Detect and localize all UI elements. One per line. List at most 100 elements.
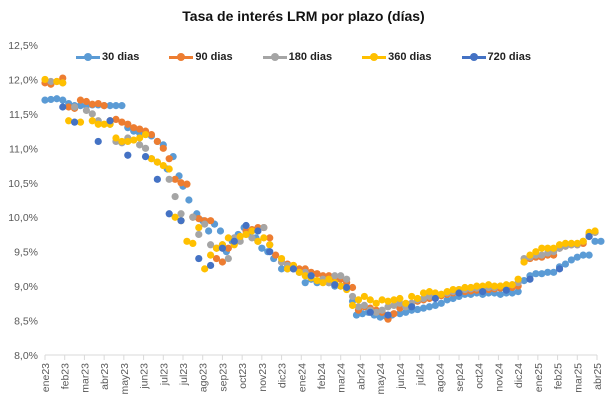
data-point-360-dias [431,289,439,297]
chart-title: Tasa de interés LRM por plazo (días) [182,8,425,24]
data-point-360-dias [124,137,132,146]
data-point-180-dias [354,303,363,311]
data-point-720-dias [384,311,392,319]
data-point-360-dias [408,292,416,301]
data-point-180-dias [207,241,215,249]
data-point-30-dias [53,95,61,103]
data-point-360-dias [283,265,292,273]
data-point-30-dias [431,301,439,309]
data-point-720-dias [70,118,79,126]
data-point-30-dias [550,268,558,276]
data-point-360-dias [337,282,345,290]
data-point-30-dias [561,260,570,268]
data-point-360-dias [514,275,522,283]
y-tick-label: 11,5% [9,109,38,121]
data-point-180-dias [360,301,368,309]
data-point-180-dias [343,275,351,283]
data-point-360-dias [544,244,552,252]
data-point-30-dias [585,251,593,259]
x-tick-label: ene23 [40,363,52,392]
data-point-360-dias [59,79,67,87]
data-point-360-dias [414,294,422,303]
data-point-360-dias [419,289,428,297]
y-tick-label: 8,5% [14,316,38,328]
data-point-360-dias [136,134,144,142]
data-point-90-dias [218,258,227,266]
data-point-360-dias [348,301,357,309]
data-point-360-dias [277,254,286,263]
data-point-360-dias [165,165,173,173]
data-point-30-dias [443,296,451,304]
data-point-360-dias [425,288,434,296]
data-point-360-dias [41,75,49,84]
data-point-180-dias [337,272,345,280]
data-point-360-dias [384,297,392,305]
data-point-360-dias [325,275,333,283]
data-point-90-dias [224,244,232,252]
data-point-180-dias [348,292,357,301]
data-point-360-dias [378,296,386,304]
y-tick-label: 10,0% [8,212,38,224]
data-point-90-dias [112,115,120,123]
data-point-360-dias [301,272,309,280]
data-point-360-dias [372,299,380,307]
data-point-90-dias [348,283,357,292]
data-point-90-dias [183,180,191,188]
data-point-720-dias [242,221,250,230]
data-point-360-dias [532,248,540,256]
data-point-30-dias [106,102,114,110]
data-point-180-dias [165,175,173,183]
data-point-90-dias [147,130,156,139]
data-point-30-dias [449,294,457,303]
data-point-30-dias [538,270,546,278]
x-tick-label: dic24 [513,363,525,388]
data-point-360-dias [484,281,493,289]
data-point-720-dias [141,153,150,161]
data-point-360-dias [130,136,138,144]
data-point-30-dias [514,288,522,296]
data-point-360-dias [171,213,179,221]
data-point-360-dias [496,282,504,290]
x-tick-label: mar25 [572,363,584,393]
data-point-30-dias [544,268,552,276]
data-point-720-dias [479,288,487,296]
data-point-180-dias [390,301,398,309]
x-tick-label: ene24 [296,363,308,392]
data-point-360-dias [366,296,374,304]
legend-item-30-dias: 30 dias [76,51,139,63]
data-point-30-dias [59,96,67,104]
data-point-360-dias [141,130,150,139]
data-point-30-dias [419,304,428,312]
x-tick-label: may24 [375,363,387,395]
data-point-90-dias [136,125,144,133]
data-point-360-dias [207,251,215,259]
data-point-360-dias [242,230,250,239]
data-point-30-dias [112,102,120,110]
data-point-360-dias [159,161,167,170]
x-tick-label: jul23 [158,363,170,386]
data-point-360-dias [254,237,262,245]
y-tick-label: 12,5% [8,40,38,52]
data-point-90-dias [212,254,221,263]
y-tick-label: 9,0% [14,281,38,293]
data-point-180-dias [384,303,392,311]
data-point-720-dias [585,232,593,241]
x-tick-label: abr23 [99,363,111,390]
y-tick-label: 10,5% [8,178,38,190]
data-point-90-dias [272,251,280,259]
data-point-720-dias [431,294,439,303]
x-tick-label: jul23 [178,363,190,386]
data-point-360-dias [555,241,564,249]
data-point-30-dias [185,196,193,204]
data-point-360-dias [473,282,481,290]
data-point-360-dias [579,237,587,245]
x-tick-label: ago24 [434,363,446,392]
data-point-90-dias [82,97,90,106]
data-point-30-dias [520,277,528,285]
x-tick-label: abr24 [355,363,367,390]
data-point-360-dias [94,120,102,128]
data-point-180-dias [201,220,209,228]
legend-marker-icon [76,52,101,62]
data-point-180-dias [47,77,55,86]
data-point-360-dias [591,227,599,235]
